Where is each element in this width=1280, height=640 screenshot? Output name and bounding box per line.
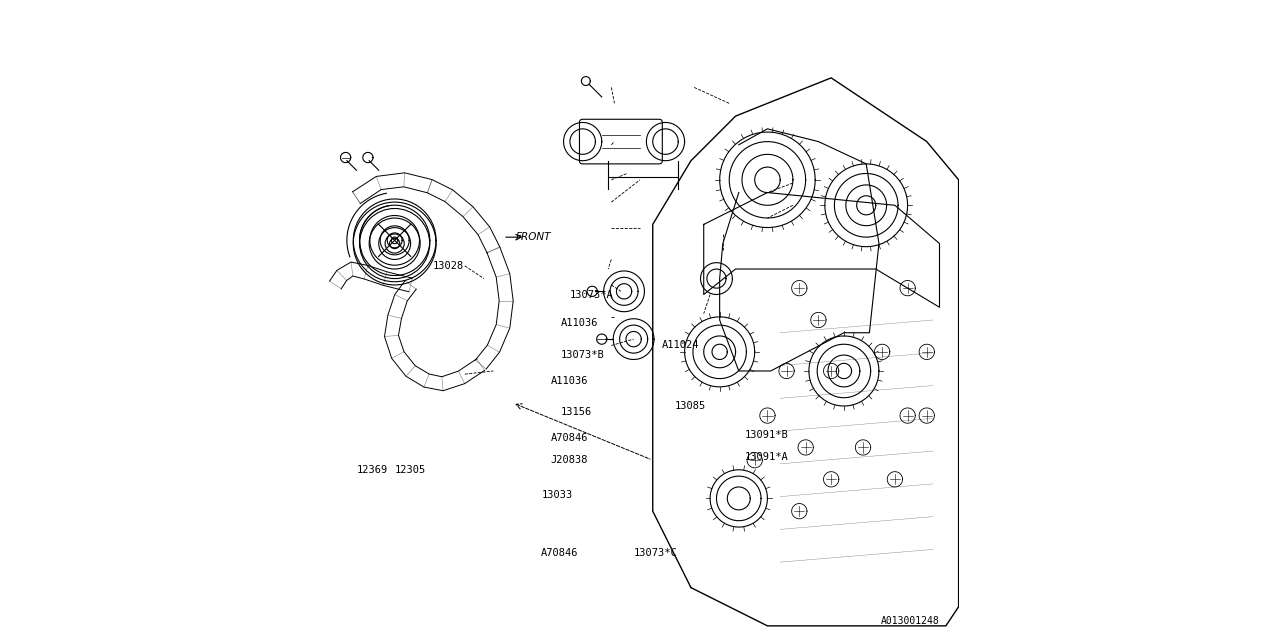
Text: A013001248: A013001248 xyxy=(881,616,940,626)
Text: 13073*C: 13073*C xyxy=(634,548,677,557)
Text: A70846: A70846 xyxy=(541,548,579,557)
Text: 13091*A: 13091*A xyxy=(745,452,788,462)
Text: A70846: A70846 xyxy=(550,433,589,443)
Text: A11024: A11024 xyxy=(662,340,700,351)
Text: 12369: 12369 xyxy=(356,465,388,475)
Text: J20838: J20838 xyxy=(550,455,589,465)
Text: 13033: 13033 xyxy=(541,490,572,500)
Text: FRONT: FRONT xyxy=(516,232,552,242)
Text: 13073*B: 13073*B xyxy=(561,350,604,360)
Text: 13028: 13028 xyxy=(433,261,465,271)
Text: 13156: 13156 xyxy=(561,408,591,417)
Text: 12305: 12305 xyxy=(394,465,426,475)
Text: 13085: 13085 xyxy=(675,401,707,411)
Text: 13073*A: 13073*A xyxy=(570,289,613,300)
Text: A11036: A11036 xyxy=(561,318,598,328)
Text: 13091*B: 13091*B xyxy=(745,429,788,440)
Text: A11036: A11036 xyxy=(550,376,589,385)
